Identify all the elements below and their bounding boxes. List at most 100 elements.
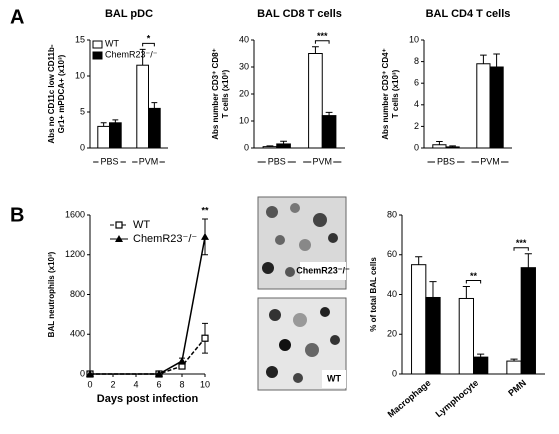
micrograph: WT (257, 297, 347, 391)
sig-label: *** (317, 31, 328, 41)
y-tick-label: 1200 (65, 249, 85, 259)
marker (115, 221, 123, 229)
sig-bracket (142, 42, 155, 47)
bar (148, 107, 161, 149)
x-tick-label: 8 (179, 379, 184, 389)
chart-title: BAL CD8 T cells (257, 8, 342, 20)
line (90, 337, 206, 375)
x-tick-label: 4 (133, 379, 138, 389)
sig-bracket (465, 280, 482, 284)
error-bar (462, 286, 470, 299)
marker (115, 235, 123, 242)
error-bar (480, 54, 487, 64)
y-tick-label: 60 (387, 249, 397, 259)
bar (445, 146, 460, 149)
error-bar (280, 140, 287, 144)
y-tick-label: 10 (239, 115, 249, 125)
y-axis-label: Abs no CD11c low CD11b- (47, 44, 56, 143)
x-axis-label: Days post infection (97, 393, 199, 405)
y-tick-label: 40 (387, 289, 397, 299)
x-tick-label: Macrophage (386, 378, 433, 420)
y-tick-label: 0 (392, 368, 397, 378)
error-bar (312, 46, 319, 54)
error-bar (493, 53, 500, 67)
error-bar (139, 48, 146, 66)
panel-label: B (10, 204, 24, 226)
bar (276, 143, 291, 149)
x-tick-label: Lymphocyte (434, 378, 481, 420)
y-axis-label: T cells (x10³) (221, 69, 230, 118)
line (90, 236, 206, 375)
legend-label: WT (105, 38, 119, 48)
legend-swatch (92, 51, 103, 60)
chart-title: BAL pDC (105, 8, 153, 20)
legend-label: ChemR23⁻/⁻ (105, 49, 158, 59)
y-tick-label: 20 (239, 88, 249, 98)
sig-label: *** (516, 238, 527, 248)
y-tick-label: 4 (414, 99, 419, 109)
y-tick-label: 30 (239, 61, 249, 71)
bar (262, 146, 278, 149)
legend-label: WT (133, 219, 150, 231)
y-tick-label: 0 (80, 368, 85, 378)
bar (136, 64, 150, 149)
bar (489, 66, 504, 149)
marker (86, 370, 94, 377)
marker (155, 370, 163, 377)
error-bar (477, 353, 485, 358)
error-bar (100, 122, 107, 127)
y-tick-label: 5 (80, 106, 85, 116)
x-tick-label: 0 (87, 379, 92, 389)
error-bar (325, 111, 333, 116)
y-tick-label: 800 (70, 289, 85, 299)
micrograph-label: WT (327, 373, 341, 383)
error-bar (415, 256, 423, 265)
x-tick-label: PVM (139, 156, 159, 166)
y-tick-label: 8 (414, 56, 419, 66)
y-tick-label: 400 (70, 329, 85, 339)
x-tick-label: PBS (268, 156, 286, 166)
error-bar (436, 141, 443, 145)
sig-label: ** (470, 271, 478, 281)
x-tick-label: 10 (200, 379, 210, 389)
error-bar (510, 358, 518, 362)
y-axis-label: % of total BAL cells (369, 257, 378, 332)
bar (321, 115, 337, 149)
bar (506, 360, 522, 375)
bar (458, 297, 475, 375)
sig-label: ** (201, 205, 209, 215)
y-tick-label: 40 (239, 34, 249, 44)
y-tick-label: 15 (75, 34, 85, 44)
x-tick-label: 6 (156, 379, 161, 389)
panel-label: A (10, 6, 24, 28)
bar (109, 122, 122, 149)
x-tick-label: PVM (312, 156, 332, 166)
y-axis-label: T cells (x10³) (391, 69, 400, 118)
y-tick-label: 80 (387, 209, 397, 219)
x-tick-label: 2 (110, 379, 115, 389)
marker (178, 357, 186, 365)
y-axis-label: Abs number CD3⁺ CD4⁺ (381, 48, 390, 140)
bar (425, 296, 441, 375)
x-tick-label: PBS (437, 156, 455, 166)
y-tick-label: 0 (80, 142, 85, 152)
chart-title: BAL CD4 T cells (426, 8, 511, 20)
marker (201, 232, 209, 240)
error-bar (429, 281, 437, 298)
bar (476, 63, 491, 149)
legend-swatch (92, 40, 103, 49)
micrograph: ChemR23⁻/⁻ (257, 196, 350, 290)
bar (432, 144, 447, 149)
micrograph-label: ChemR23⁻/⁻ (296, 265, 350, 275)
x-tick-label: PMN (506, 378, 528, 399)
marker (201, 334, 209, 342)
y-axis-label: Abs number CD3⁺ CD8⁺ (211, 48, 220, 140)
y-tick-label: 6 (414, 78, 419, 88)
error-bar (524, 253, 532, 268)
error-bar (112, 119, 119, 123)
sig-label: * (147, 34, 151, 44)
y-tick-label: 20 (387, 329, 397, 339)
bar (520, 267, 536, 375)
y-tick-label: 0 (414, 142, 419, 152)
sig-bracket (314, 40, 330, 44)
